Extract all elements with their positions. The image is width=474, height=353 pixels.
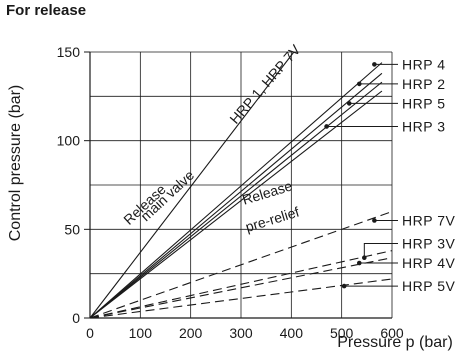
series-line [89,250,393,319]
series-line [89,62,383,319]
y-tick-label: 100 [57,133,81,149]
series-lines [89,51,393,319]
x-tick-label: 500 [330,325,354,341]
axes: 0 100 200 300 400 500 600 0 50 100 150 [57,44,404,341]
callout-label: HRP 4V [402,255,455,271]
annotation-text: Release [240,177,294,207]
callout-label: HRP 4 [402,56,445,72]
y-tick-label: 150 [57,44,81,60]
x-axis-label: Pressure p (bar) [337,334,453,351]
annotation-text: HRP 1, HRP 7V [226,41,304,127]
series-line [89,90,383,319]
series-callouts: HRP 4 HRP 2 HRP 5 HRP 3 HRP 7V HRP 3V HRP 4V HR… [324,56,455,294]
chart-title: For release [6,2,86,19]
y-tick-label: 0 [72,310,80,326]
x-tick-label: 0 [86,325,94,341]
x-tick-label: 200 [179,325,203,341]
callout-leader [363,243,398,258]
series-line [89,81,383,319]
callout-label: HRP 5 [402,95,445,111]
series-line [89,211,393,319]
callout-label: HRP 3 [402,118,445,134]
x-tick-label: 100 [129,325,153,341]
x-tick-label: 400 [280,325,304,341]
series-line [89,278,393,319]
y-axis-label: Control pressure (bar) [7,85,24,242]
series-line [89,257,393,319]
callout-label: HRP 2 [402,76,445,92]
callout-label: HRP 3V [402,236,455,252]
annotation-text: pre-relief [243,203,301,234]
series-line [89,51,295,319]
x-tick-label: 300 [229,325,253,341]
callout-label: HRP 5V [402,278,455,294]
callout-label: HRP 7V [402,212,455,228]
y-tick-label: 50 [64,221,80,237]
series-line [89,72,383,319]
x-tick-label: 600 [380,325,404,341]
